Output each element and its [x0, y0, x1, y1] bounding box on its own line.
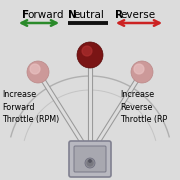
Text: N: N: [68, 10, 77, 20]
Text: eutral: eutral: [73, 10, 104, 20]
Circle shape: [77, 42, 103, 68]
Circle shape: [30, 64, 40, 74]
Circle shape: [85, 158, 95, 168]
Text: Increase
Forward
Throttle (RPM): Increase Forward Throttle (RPM): [2, 90, 59, 124]
FancyBboxPatch shape: [69, 141, 111, 177]
Circle shape: [82, 46, 92, 56]
Circle shape: [134, 64, 144, 74]
FancyBboxPatch shape: [74, 146, 106, 172]
Text: R: R: [115, 10, 123, 20]
Circle shape: [27, 61, 49, 83]
Circle shape: [131, 61, 153, 83]
Text: Increase
Reverse
Throttle (RP: Increase Reverse Throttle (RP: [120, 90, 167, 124]
Text: F: F: [22, 10, 29, 20]
Text: everse: everse: [120, 10, 156, 20]
Circle shape: [87, 160, 93, 166]
Text: orward: orward: [28, 10, 64, 20]
Circle shape: [89, 160, 91, 162]
